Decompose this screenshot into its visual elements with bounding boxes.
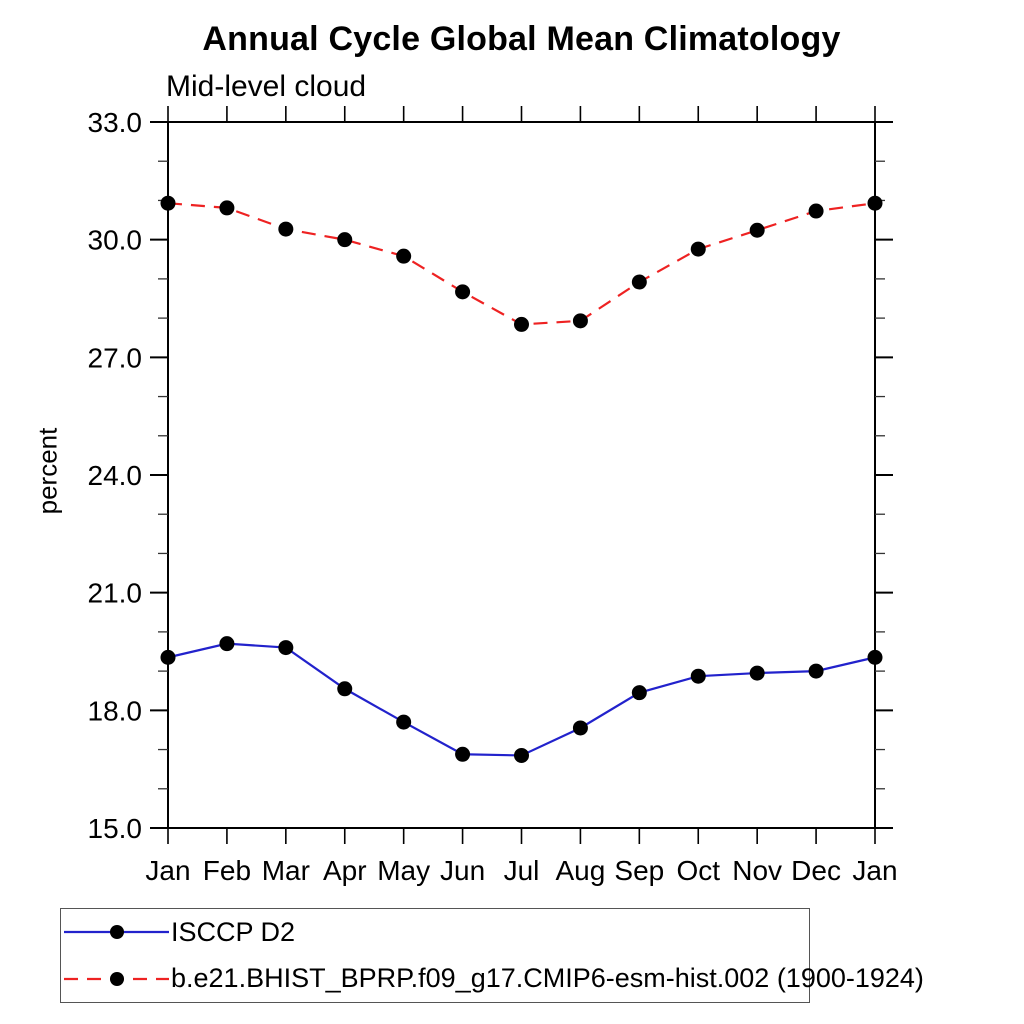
x-tick-label: Jan [145,855,190,886]
x-tick-labels: Jan Feb Mar Apr May Jun Jul Aug Sep Oct Nov Dec Jan [145,855,897,886]
legend-row: b.e21.BHIST_BPRP.f09_g17.CMIP6-esm-hist.… [61,956,924,1002]
y-tick-label: 18.0 [88,695,143,726]
y-tick-label: 30.0 [88,225,143,256]
legend-label: b.e21.BHIST_BPRP.f09_g17.CMIP6-esm-hist.… [171,963,924,994]
y-tick-label: 24.0 [88,460,143,491]
x-tick-label: Feb [203,855,251,886]
x-axis-ticks [167,106,876,844]
y-tick-label: 27.0 [88,342,143,373]
chart-subtitle: Mid-level cloud [166,70,367,103]
legend-sample-0 [64,925,169,940]
x-tick-label: Mar [262,855,310,886]
x-tick-label: Aug [556,855,606,886]
chart-title: Annual Cycle Global Mean Climatology [202,20,841,58]
x-tick-label: Dec [791,855,841,886]
x-tick-label: Sep [614,855,664,886]
y-tick-label: 21.0 [88,578,143,609]
legend-box: ISCCP D2 b.e21.BHIST_BPRP.f09_g17.CMIP6-… [60,908,924,1003]
series-line-0 [167,642,876,757]
y-tick-labels: 15.0 18.0 21.0 24.0 27.0 30.0 33.0 [88,107,143,844]
legend-row: ISCCP D2 [61,909,809,955]
y-axis-ticks [150,121,893,829]
x-tick-label: Nov [732,855,782,886]
x-tick-label: Oct [676,855,720,886]
x-tick-label: May [377,855,430,886]
series-markers-1 [160,195,883,332]
y-tick-label: 33.0 [88,107,143,138]
x-tick-label: Jun [440,855,485,886]
plot-frame [167,121,876,829]
x-tick-label: Jul [504,855,540,886]
y-tick-label: 15.0 [88,813,143,844]
series-line-1 [167,202,876,326]
series-markers-0 [160,636,883,763]
legend-label: ISCCP D2 [171,916,296,947]
x-tick-label: Jan [852,855,897,886]
legend-sample-1 [64,971,169,986]
x-tick-label: Apr [323,855,367,886]
